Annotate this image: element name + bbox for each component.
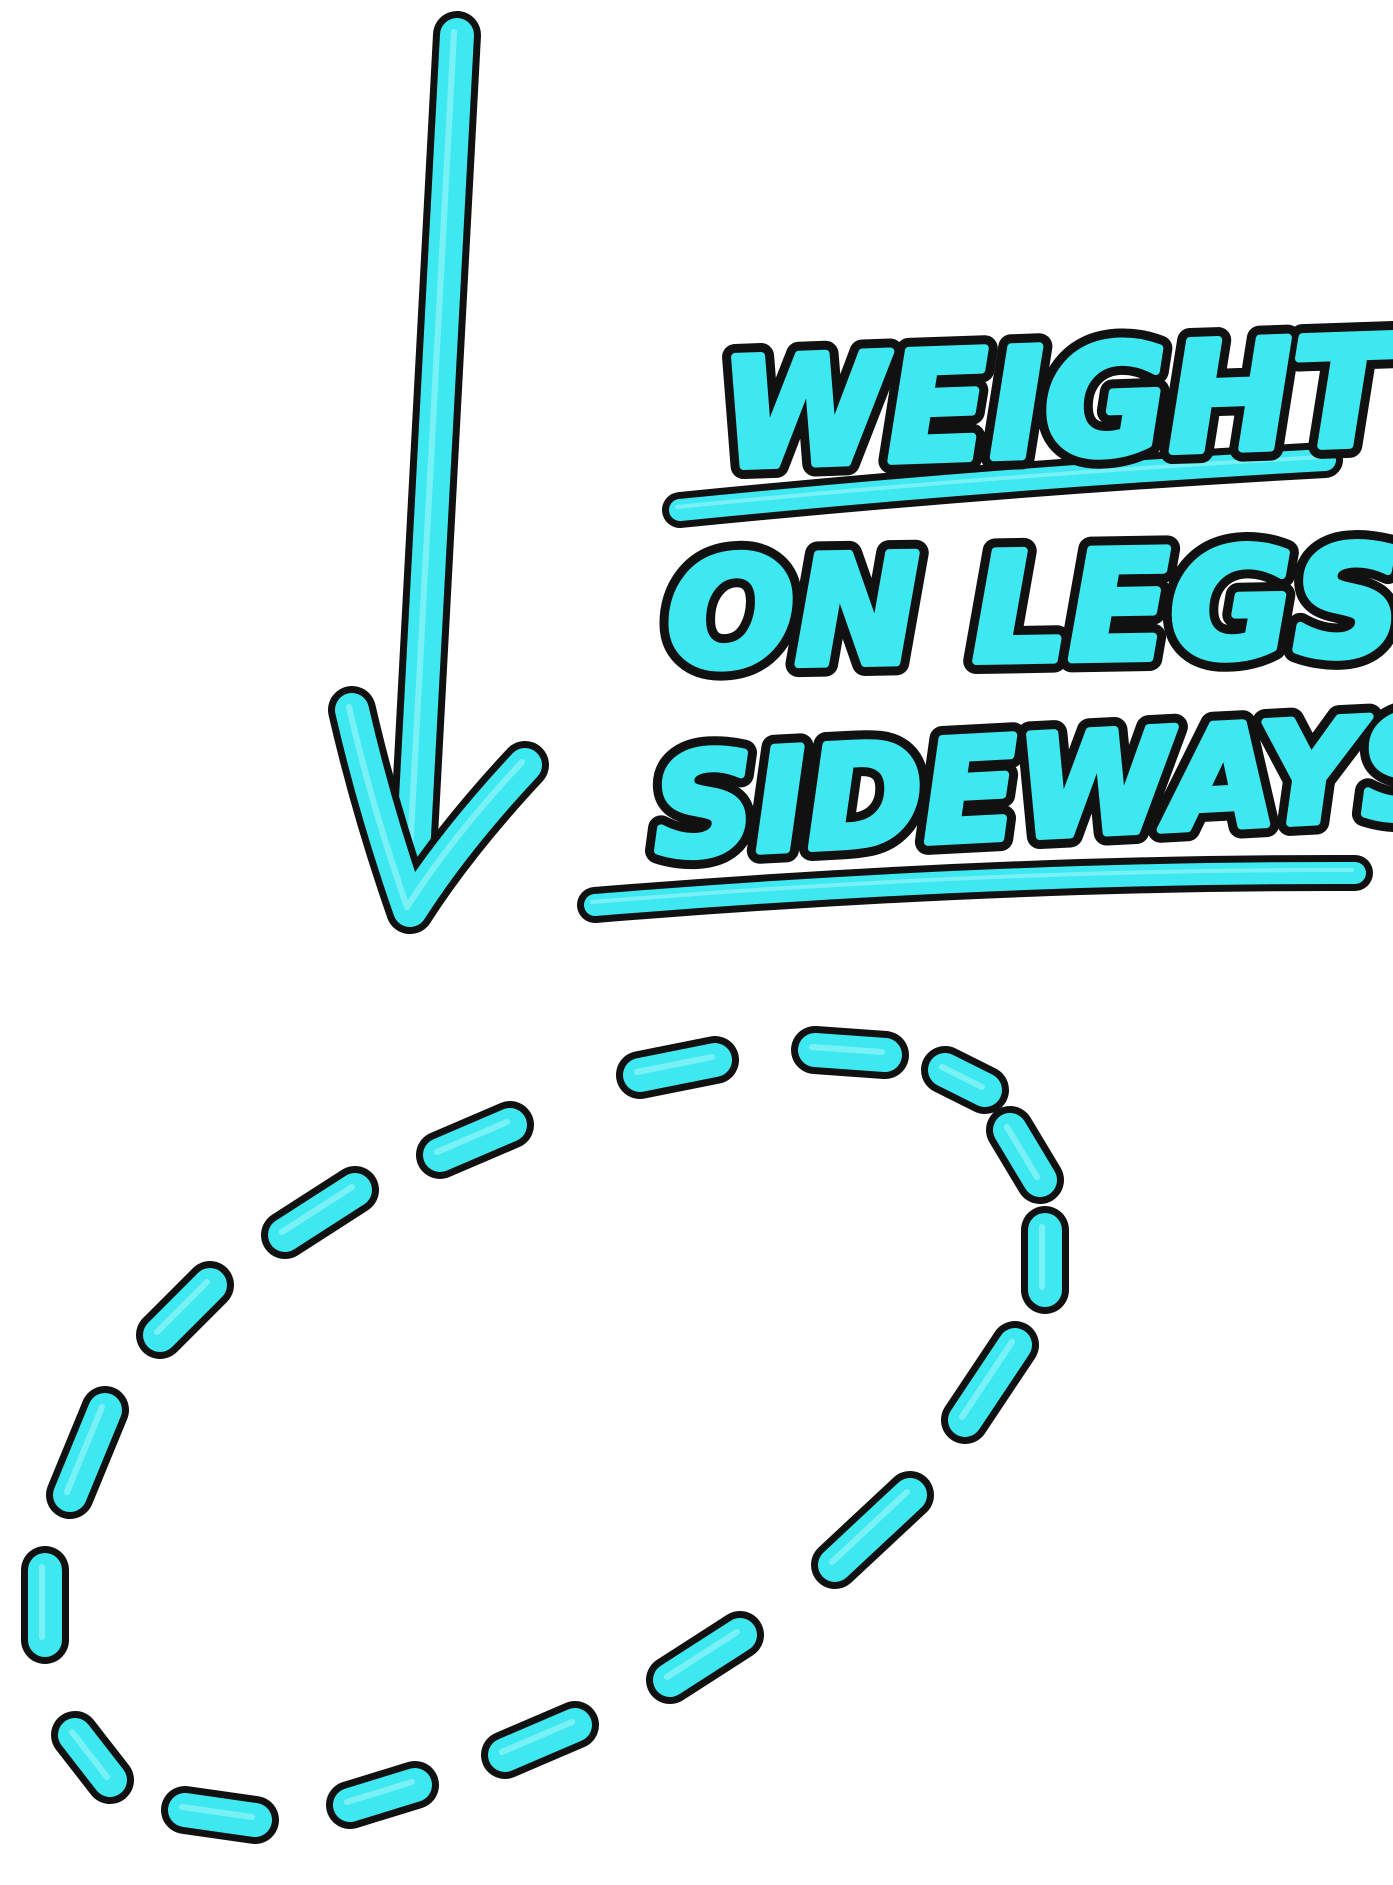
loop-dash	[136, 1261, 234, 1359]
loop-dash	[941, 1321, 1039, 1444]
loop-dash	[616, 1036, 739, 1099]
loop-dash	[416, 1101, 534, 1179]
label-line-weight: WEIGHT WEIGHT	[705, 292, 1393, 516]
loop-dash	[811, 1471, 934, 1589]
label-line-weight-fill: WEIGHT	[718, 305, 1393, 503]
loop-dash	[986, 1106, 1064, 1204]
label-line-weight-outline: WEIGHT	[718, 305, 1393, 503]
label-line-on-legs-outline: ON LEGS	[665, 516, 1393, 703]
loop-dash	[21, 1546, 69, 1664]
arrow-shaft	[386, 11, 481, 934]
arrow-head	[328, 686, 549, 934]
loop-dash	[921, 1046, 1009, 1114]
loop-dash	[51, 1711, 134, 1804]
loop-dash	[791, 1026, 909, 1079]
loop-dash	[481, 1701, 599, 1779]
underline-top-stroke	[662, 442, 1343, 528]
dashed-loop	[21, 1026, 1069, 1844]
label-underline-top	[662, 442, 1343, 528]
down-arrow-icon	[328, 11, 549, 934]
loop-dash	[646, 1611, 764, 1704]
loop-dash	[261, 1166, 379, 1259]
label-underline-bottom	[577, 854, 1373, 923]
underline-bottom-stroke	[577, 854, 1373, 923]
loop-dash	[46, 1386, 129, 1519]
weight-label: WEIGHT WEIGHT ON LEGS ON LEGS SIDEWAYS S…	[577, 292, 1393, 923]
loop-dash	[161, 1786, 279, 1844]
loop-dash	[1021, 1206, 1069, 1314]
label-line-on-legs-fill: ON LEGS	[665, 516, 1393, 703]
loop-dash	[326, 1761, 439, 1829]
label-line-on-legs: ON LEGS ON LEGS	[652, 503, 1393, 716]
